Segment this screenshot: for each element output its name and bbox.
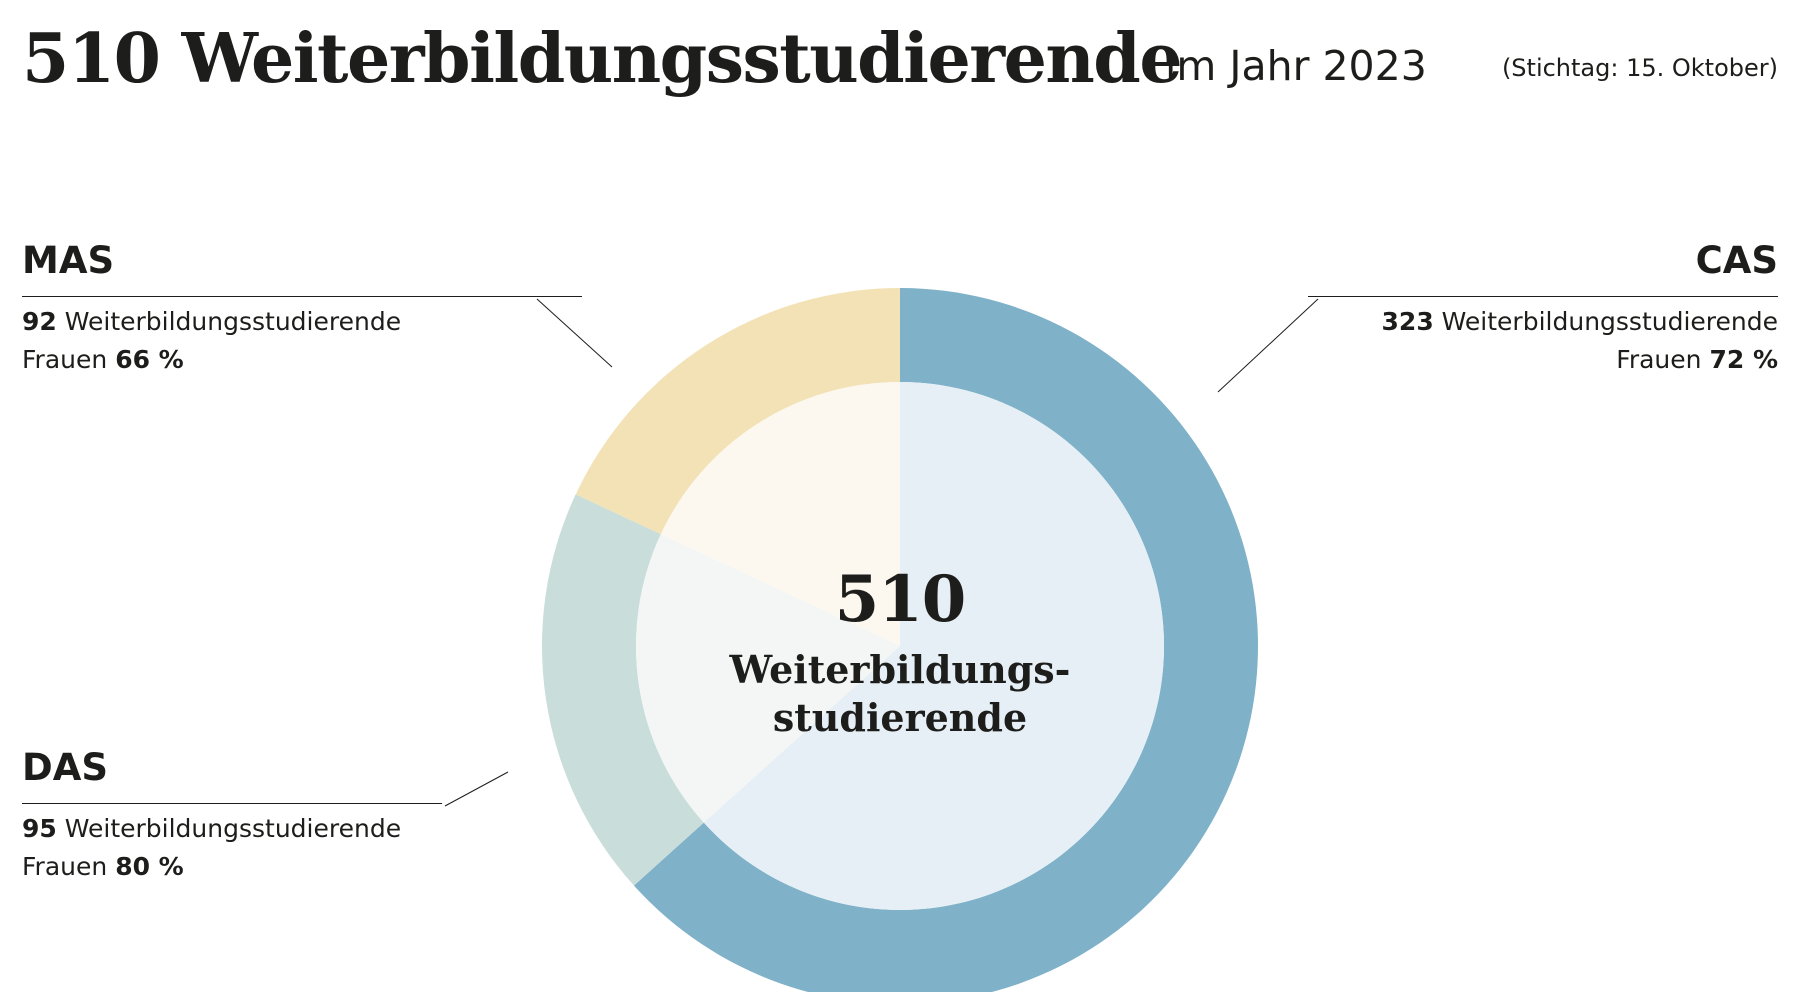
label-das-women-pct: 80 %: [115, 852, 184, 881]
label-mas-women-pct: 66 %: [115, 345, 184, 374]
label-cas: CAS 323 Weiterbildungsstudierende Frauen…: [1218, 238, 1778, 379]
label-cas-count-text: Weiterbildungsstudierende: [1441, 307, 1778, 336]
label-das-women-text: Frauen: [22, 852, 108, 881]
label-mas-women-text: Frauen: [22, 345, 108, 374]
label-cas-rule: [1308, 296, 1778, 297]
label-mas: MAS 92 Weiterbildungsstudierende Frauen …: [22, 238, 582, 379]
reference-date-note: (Stichtag: 15. Oktober): [1501, 54, 1778, 82]
label-cas-women-line: Frauen 72 %: [1218, 341, 1778, 379]
label-cas-women-text: Frauen: [1616, 345, 1702, 374]
leader-line-cas: [1217, 298, 1319, 393]
label-das-rule: [22, 803, 442, 804]
center-label-line1: Weiterbildungs-: [729, 647, 1071, 692]
donut-segment-cas: [633, 288, 1258, 992]
label-das-count-text: Weiterbildungsstudierende: [64, 814, 402, 843]
label-das-women-line: Frauen 80 %: [22, 848, 442, 886]
label-das: DAS 95 Weiterbildungsstudierende Frauen …: [22, 745, 442, 886]
label-mas-count-text: Weiterbildungsstudierende: [64, 307, 402, 336]
center-label-line2: studierende: [772, 695, 1028, 740]
label-cas-count-line: 323 Weiterbildungsstudierende: [1218, 303, 1778, 341]
label-cas-count: 323: [1381, 307, 1434, 336]
donut-center-label: 510 Weiterbildungs- studierende: [700, 560, 1100, 742]
center-total: 510: [834, 562, 967, 637]
donut-segment-mas: [575, 288, 900, 535]
chart-header: 510 Weiterbildungsstudierende im Jahr 20…: [22, 14, 1778, 114]
leader-line-das: [444, 771, 509, 807]
leader-line-mas: [536, 298, 613, 368]
chart-subtitle: im Jahr 2023: [1165, 42, 1427, 90]
donut-segment-das: [542, 494, 704, 886]
label-cas-women-pct: 72 %: [1709, 345, 1778, 374]
donut-inner-cas: [703, 382, 1164, 910]
label-mas-name: MAS: [22, 239, 115, 282]
label-das-count-line: 95 Weiterbildungsstudierende: [22, 810, 442, 848]
label-mas-count-line: 92 Weiterbildungsstudierende: [22, 303, 582, 341]
label-mas-count: 92: [22, 307, 57, 336]
center-label: Weiterbildungs- studierende: [700, 646, 1100, 742]
label-das-name: DAS: [22, 746, 108, 789]
donut-inner-mas: [660, 382, 900, 646]
chart-title: 510 Weiterbildungsstudierende: [22, 19, 1183, 99]
label-mas-rule: [22, 296, 582, 297]
donut-inner-das: [636, 534, 900, 823]
label-cas-name: CAS: [1695, 239, 1778, 282]
label-das-count: 95: [22, 814, 57, 843]
label-mas-women-line: Frauen 66 %: [22, 341, 582, 379]
